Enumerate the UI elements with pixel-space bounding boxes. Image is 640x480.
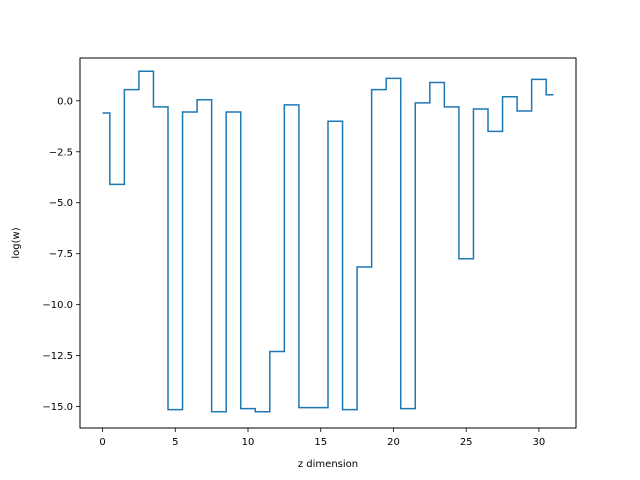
y-tick-label: −12.5 xyxy=(42,351,73,362)
y-tick-label: 0.0 xyxy=(57,96,73,107)
y-tick-label: −15.0 xyxy=(42,402,73,413)
y-tick-label: −2.5 xyxy=(49,147,73,158)
x-axis-ticks: 0 5 10 15 20 25 30 xyxy=(99,428,545,448)
series-line-0 xyxy=(102,70,554,413)
y-tick-label: −5.0 xyxy=(49,198,73,209)
x-tick-label: 15 xyxy=(314,437,327,448)
x-tick-label: 25 xyxy=(460,437,473,448)
x-axis-label: z dimension xyxy=(298,459,358,470)
x-tick-label: 20 xyxy=(387,437,400,448)
series-layer xyxy=(102,70,554,413)
y-axis-ticks: 0.0 −2.5 −5.0 −7.5 −10.0 −12.5 −15.0 xyxy=(42,96,80,413)
x-tick-label: 0 xyxy=(99,437,105,448)
x-tick-label: 5 xyxy=(172,437,178,448)
x-tick-label: 30 xyxy=(533,437,546,448)
axes-frame xyxy=(79,57,577,429)
y-tick-label: −7.5 xyxy=(49,249,73,260)
y-tick-label: −10.0 xyxy=(42,300,73,311)
x-tick-label: 10 xyxy=(242,437,255,448)
y-axis-label: log(w) xyxy=(11,227,22,258)
